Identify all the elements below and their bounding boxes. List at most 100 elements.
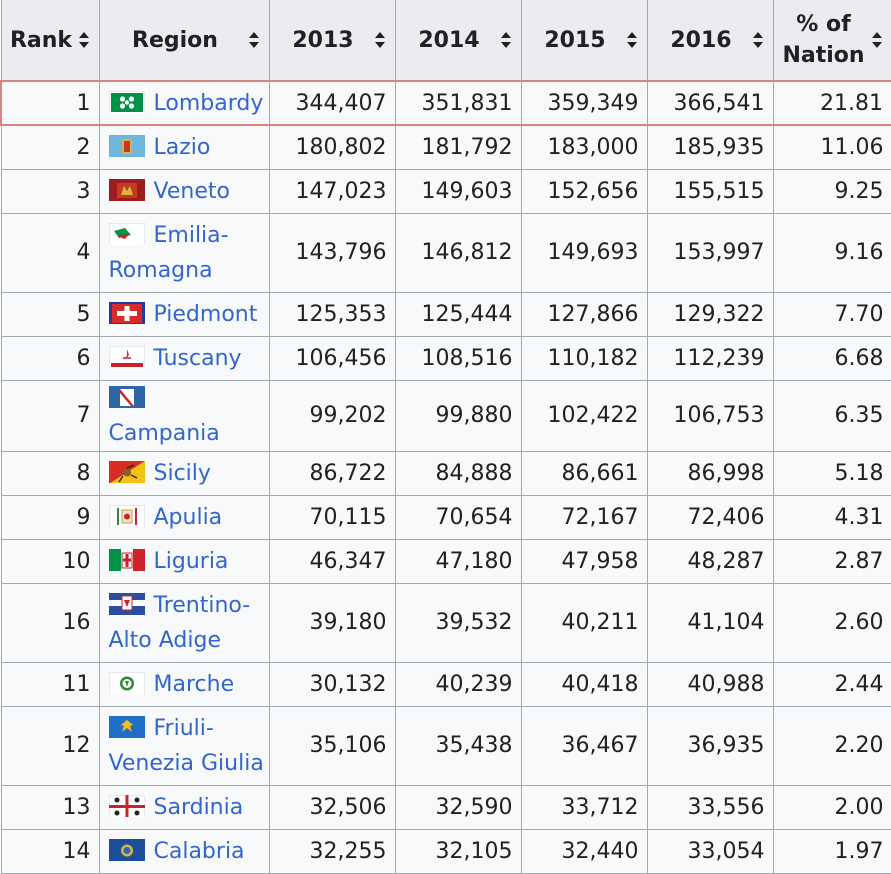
rank-cell: 14 bbox=[0, 828, 100, 874]
gdp-2016-cell: 72,406 bbox=[646, 494, 774, 540]
gdp-2016-cell: 106,753 bbox=[646, 379, 774, 452]
table-row: 11 Marche 30,132 40,239 40,418 40,988 2.44 bbox=[0, 661, 891, 707]
sort-icon[interactable] bbox=[374, 31, 386, 49]
region-link-continued[interactable]: Alto Adige bbox=[108, 627, 221, 653]
table-row: 9 Apulia 70,115 70,654 72,167 72,406 4.31 bbox=[0, 494, 891, 540]
region-link[interactable]: Piedmont bbox=[153, 301, 258, 327]
region-link[interactable]: Lombardy bbox=[153, 90, 264, 116]
table-row: 3 Veneto 147,023 149,603 152,656 155,515 9.25 bbox=[0, 168, 891, 214]
gdp-2014-cell: 99,880 bbox=[394, 379, 522, 452]
gdp-2015-cell: 86,661 bbox=[520, 450, 648, 496]
rank-cell: 2 bbox=[0, 124, 100, 170]
year-2015-column-header[interactable]: 2015 bbox=[520, 0, 648, 82]
region-link[interactable]: Lazio bbox=[153, 134, 211, 160]
gdp-2016-cell: 185,935 bbox=[646, 124, 774, 170]
apulia-flag-icon bbox=[108, 504, 145, 527]
region-link[interactable]: Campania bbox=[108, 420, 220, 446]
gdp-2016-cell: 155,515 bbox=[646, 168, 774, 214]
percent-of-nation-column-header[interactable]: % of Nation bbox=[772, 0, 891, 82]
rank-cell: 12 bbox=[0, 705, 100, 786]
gdp-2016-cell: 129,322 bbox=[646, 291, 774, 337]
region-cell: Calabria bbox=[98, 828, 270, 874]
rank-cell: 6 bbox=[0, 335, 100, 381]
region-cell: Sardinia bbox=[98, 784, 270, 830]
gdp-2013-cell: 32,506 bbox=[268, 784, 396, 830]
gdp-2015-cell: 110,182 bbox=[520, 335, 648, 381]
year-2013-column-header[interactable]: 2013 bbox=[268, 0, 396, 82]
table-header-row: Rank Region 2013 2014 2015 2016 bbox=[0, 0, 891, 82]
table-row: 14 Calabria 32,255 32,105 32,440 33,054 1.97 bbox=[0, 828, 891, 874]
region-cell: Piedmont bbox=[98, 291, 270, 337]
region-cell: Trentino- Alto Adige bbox=[98, 582, 270, 663]
region-cell: Emilia- Romagna bbox=[98, 212, 270, 293]
region-link[interactable]: Emilia- bbox=[153, 222, 229, 248]
gdp-2015-cell: 127,866 bbox=[520, 291, 648, 337]
gdp-2016-cell: 36,935 bbox=[646, 705, 774, 786]
header-label: Rank bbox=[9, 27, 73, 53]
region-link[interactable]: Trentino- bbox=[153, 592, 251, 618]
gdp-2013-cell: 99,202 bbox=[268, 379, 396, 452]
gdp-2016-cell: 33,054 bbox=[646, 828, 774, 874]
rank-cell: 11 bbox=[0, 661, 100, 707]
region-link[interactable]: Sicily bbox=[153, 460, 211, 486]
gdp-2014-cell: 108,516 bbox=[394, 335, 522, 381]
veneto-flag-icon bbox=[108, 178, 145, 201]
header-label: 2013 bbox=[292, 27, 354, 53]
rank-column-header[interactable]: Rank bbox=[0, 0, 100, 82]
percent-of-nation-cell: 2.87 bbox=[772, 538, 891, 584]
region-link[interactable]: Friuli- bbox=[153, 715, 214, 741]
region-link[interactable]: Marche bbox=[153, 671, 235, 697]
gdp-2014-cell: 32,105 bbox=[394, 828, 522, 874]
year-2014-column-header[interactable]: 2014 bbox=[394, 0, 522, 82]
region-cell: Friuli- Venezia Giulia bbox=[98, 705, 270, 786]
gdp-2013-cell: 106,456 bbox=[268, 335, 396, 381]
gdp-2013-cell: 35,106 bbox=[268, 705, 396, 786]
region-cell: Tuscany bbox=[98, 335, 270, 381]
gdp-2015-cell: 32,440 bbox=[520, 828, 648, 874]
header-label: Region bbox=[132, 27, 218, 53]
header-label-line-1: % of bbox=[796, 12, 851, 37]
gdp-2013-cell: 147,023 bbox=[268, 168, 396, 214]
region-column-header[interactable]: Region bbox=[98, 0, 270, 82]
region-link[interactable]: Sardinia bbox=[153, 794, 244, 820]
gdp-2015-cell: 183,000 bbox=[520, 124, 648, 170]
sort-icon[interactable] bbox=[500, 31, 512, 49]
header-label-line-2: Nation bbox=[782, 43, 865, 68]
gdp-2013-cell: 125,353 bbox=[268, 291, 396, 337]
gdp-2013-cell: 32,255 bbox=[268, 828, 396, 874]
gdp-2014-cell: 35,438 bbox=[394, 705, 522, 786]
percent-of-nation-cell: 6.35 bbox=[772, 379, 891, 452]
region-link[interactable]: Calabria bbox=[153, 838, 245, 864]
region-link[interactable]: Liguria bbox=[153, 548, 229, 574]
year-2016-column-header[interactable]: 2016 bbox=[646, 0, 774, 82]
region-link[interactable]: Veneto bbox=[153, 178, 230, 204]
region-link[interactable]: Tuscany bbox=[153, 345, 242, 371]
marche-flag-icon bbox=[108, 671, 145, 694]
gdp-2014-cell: 70,654 bbox=[394, 494, 522, 540]
gdp-2015-cell: 102,422 bbox=[520, 379, 648, 452]
percent-of-nation-cell: 5.18 bbox=[772, 450, 891, 496]
sort-icon[interactable] bbox=[752, 31, 764, 49]
region-link-continued[interactable]: Romagna bbox=[108, 257, 213, 283]
rank-cell: 4 bbox=[0, 212, 100, 293]
sort-icon[interactable] bbox=[248, 31, 260, 49]
percent-of-nation-cell: 7.70 bbox=[772, 291, 891, 337]
region-link[interactable]: Apulia bbox=[153, 504, 223, 530]
gdp-2014-cell: 149,603 bbox=[394, 168, 522, 214]
region-link-continued[interactable]: Venezia Giulia bbox=[108, 750, 264, 776]
gdp-2014-cell: 32,590 bbox=[394, 784, 522, 830]
region-cell: Liguria bbox=[98, 538, 270, 584]
sort-icon[interactable] bbox=[871, 31, 883, 49]
table-row: 4 Emilia- Romagna 143,796 146,812 149,693 153,… bbox=[0, 212, 891, 293]
percent-of-nation-cell: 2.20 bbox=[772, 705, 891, 786]
sort-icon[interactable] bbox=[78, 31, 90, 49]
region-cell: Campania bbox=[98, 379, 270, 452]
gdp-2013-cell: 70,115 bbox=[268, 494, 396, 540]
gdp-2014-cell: 47,180 bbox=[394, 538, 522, 584]
sort-icon[interactable] bbox=[626, 31, 638, 49]
percent-of-nation-cell: 2.60 bbox=[772, 582, 891, 663]
region-cell: Marche bbox=[98, 661, 270, 707]
gdp-2015-cell: 36,467 bbox=[520, 705, 648, 786]
region-cell: Lazio bbox=[98, 124, 270, 170]
